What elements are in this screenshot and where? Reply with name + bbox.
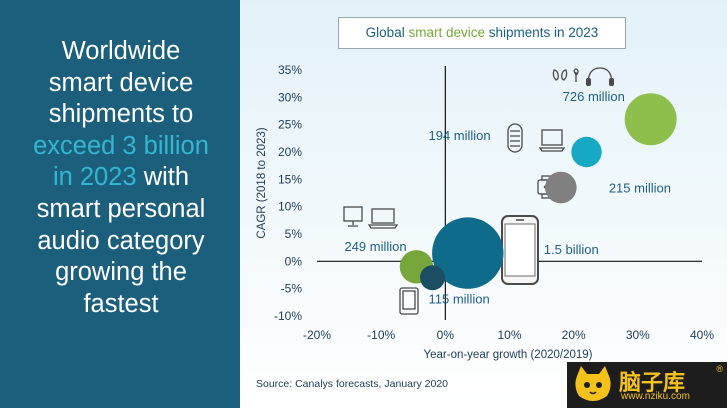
smartphone-icon [501,215,539,285]
headphones-icon [552,67,614,86]
data-bubble [571,136,602,168]
data-bubble [420,265,445,291]
headline-line-text: smart personal [36,194,206,223]
watermark-registered: ® [716,364,723,374]
headline-line: exceed 3 billion [8,131,234,163]
x-tick-label: 20% [562,328,586,342]
headline-line-text: growing the [55,258,187,287]
y-tick-label: 0% [285,254,303,268]
headline-line: fastest [8,289,234,321]
headline-line: smart personal [8,194,234,226]
bubble-chart: -20% -10% 0% 10% 20% 30% 40%-10%-5%0%5%10%15%2… [256,63,714,361]
chart-title-prefix: Global [365,25,409,40]
cat-logo-icon [575,366,611,401]
headline-line: in 2023 with [8,162,234,194]
x-axis-title: Year-on-year growth (2020/2019) [424,349,593,361]
chart-panel: Global smart device shipments in 2023 -2… [240,0,727,408]
headline-line-text: audio category [37,226,205,255]
laptop-icon [538,129,566,152]
bubble-value-label: 249 million [344,239,406,254]
y-tick-label: -10% [274,309,302,323]
headline-line-text: fastest [83,289,159,318]
chart-title-accent: smart device [408,25,485,40]
headline-line: Worldwide [8,36,234,68]
x-tick-label: 30% [626,328,650,342]
headline-line-text: Worldwide [61,37,181,65]
tablet-icon [399,287,419,315]
headline-line: shipments to [8,99,234,131]
y-axis-title: CAGR (2018 to 2023) [256,127,268,238]
data-bubble [545,171,577,204]
bubble-value-label: 726 million [563,89,625,104]
bubble-value-label: 1.5 billion [544,242,599,257]
smart-speaker-icon [507,123,523,153]
y-tick-label: 20% [278,145,302,159]
bubble-value-label: 115 million [429,292,490,307]
headline-line-text: shipments to [48,100,194,129]
headline-line-text: smart device [48,68,194,97]
y-tick-label: -5% [281,282,303,296]
watermark-url: www.nziku.com [621,391,690,402]
headline-line: smart device [8,68,234,100]
headline-line-suffix: with [136,163,190,192]
x-tick-label: 40% [690,328,714,342]
x-tick-label: -10% [367,328,395,342]
data-bubble [432,217,504,289]
y-tick-label: 25% [278,118,302,132]
x-tick-label: -20% [303,328,331,342]
x-tick-label: 10% [497,328,521,342]
y-tick-label: 5% [285,227,303,241]
bubble-value-label: 194 million [429,128,491,143]
headline-line-text: in 2023 [52,163,137,192]
y-tick-label: 10% [278,200,302,214]
source-note: Source: Canalys forecasts, January 2020 [256,378,449,390]
headline-line: growing the [8,257,234,289]
headline-panel: Worldwide smart device shipments to exceed … [0,0,240,408]
data-bubble [624,93,677,146]
chart-title-suffix: shipments in 2023 [484,25,599,40]
y-tick-label: 15% [278,172,302,186]
y-tick-label: 30% [278,90,302,104]
bubble-value-label: 215 million [609,181,671,196]
headline-line: audio category [8,226,234,258]
x-tick-label: 0% [437,328,455,342]
desktop-laptop-icon [343,206,399,229]
y-tick-label: 35% [278,63,302,77]
chart-title: Global smart device shipments in 2023 [338,17,626,49]
headline-line-text: exceed 3 billion [33,131,209,160]
watermark-name: 脑子库 [619,371,686,396]
headline-text: Worldwide smart device shipments to exceed … [8,36,234,320]
watermark-logo: 脑子库 www.nziku.com ® [567,362,727,408]
